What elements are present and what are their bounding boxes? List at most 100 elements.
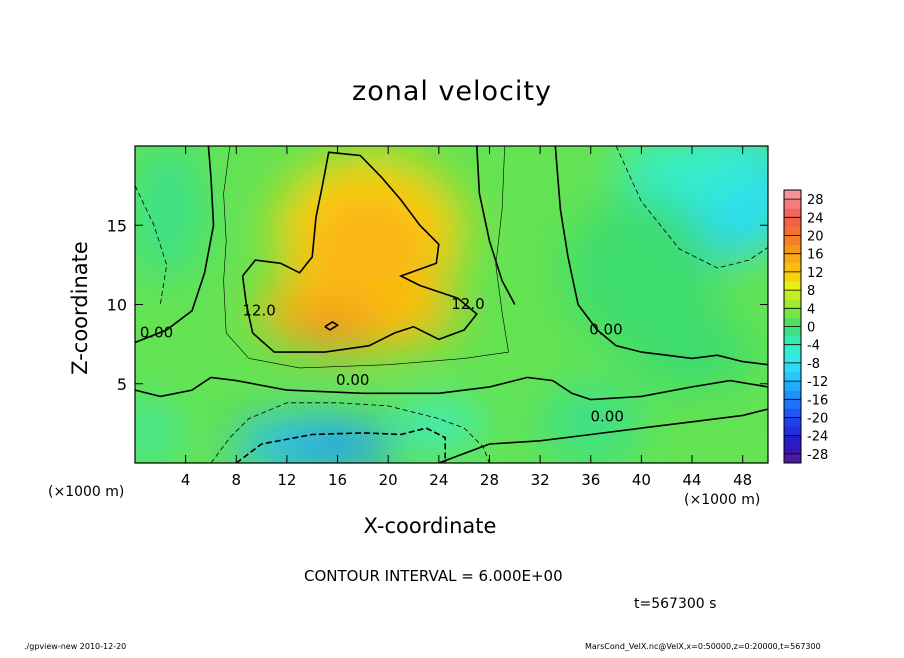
y-tick-label: 10 bbox=[107, 296, 127, 315]
colorbar-tick-label: 8 bbox=[807, 284, 815, 299]
colorbar-segment bbox=[784, 444, 801, 455]
colorbar-tick-label: -4 bbox=[807, 339, 820, 354]
x-tick-label: 48 bbox=[733, 471, 752, 489]
chart-title: zonal velocity bbox=[352, 76, 552, 107]
x-tick-label: 12 bbox=[277, 471, 296, 489]
colorbar-segment bbox=[784, 235, 801, 246]
contour-line-0 bbox=[438, 408, 768, 463]
colorbar-segment bbox=[784, 399, 801, 409]
x-tick-label: 36 bbox=[581, 471, 600, 489]
colorbar-segment bbox=[784, 372, 801, 382]
x-unit-label-left: (×1000 m) bbox=[48, 484, 125, 500]
colorbar-segment bbox=[784, 353, 801, 364]
contour-line-negative bbox=[135, 185, 168, 305]
colorbar-tick-label: 16 bbox=[807, 248, 824, 263]
field-blob bbox=[394, 405, 484, 444]
colorbar: 28 24 20 16 12 8 4 0 -4 -8 -12 -16 -20 -24 -28 bbox=[783, 189, 828, 464]
contour-label: 12.0 bbox=[451, 295, 484, 313]
x-tick-label: 40 bbox=[632, 471, 651, 489]
x-tick-label: 32 bbox=[531, 471, 550, 489]
colorbar-tick-label: -20 bbox=[807, 412, 828, 427]
contour-line-0 bbox=[554, 146, 768, 366]
contour-interval-note: CONTOUR INTERVAL = 6.000E+00 bbox=[304, 567, 563, 585]
x-tick-label: 4 bbox=[181, 471, 191, 489]
colorbar-segment bbox=[784, 308, 801, 318]
colorbar-segment bbox=[784, 253, 801, 264]
contour-label: 0.00 bbox=[140, 324, 173, 342]
colorbar-segment bbox=[784, 262, 801, 273]
colorbar-segment bbox=[784, 217, 801, 227]
x-tick-label: 8 bbox=[232, 471, 242, 489]
contour-line-12 bbox=[324, 320, 340, 331]
y-axis-label: Z-coordinate bbox=[68, 241, 92, 375]
y-tick-label: 15 bbox=[107, 216, 127, 235]
contour-line-0 bbox=[135, 146, 215, 344]
field-blob bbox=[540, 383, 642, 463]
colorbar-segment bbox=[784, 381, 801, 391]
colorbar-tick-label: -28 bbox=[807, 448, 828, 463]
x-tick-label: 20 bbox=[379, 471, 398, 489]
contour-line-negative bbox=[615, 146, 768, 269]
footer-right: MarsCond_VelX.nc@VelX,x=0:50000,z=0:2000… bbox=[585, 642, 821, 651]
field-blob bbox=[565, 193, 718, 353]
contour-line-minus12 bbox=[235, 427, 446, 463]
field-blob bbox=[628, 312, 756, 392]
contour-label: 0.00 bbox=[336, 371, 369, 389]
contour-label: 12.0 bbox=[242, 301, 275, 319]
field-blob bbox=[293, 434, 395, 463]
colorbar-segment bbox=[784, 317, 801, 327]
x-axis-label: X-coordinate bbox=[363, 514, 497, 538]
colorbar-segment bbox=[784, 326, 801, 337]
field-blob bbox=[616, 146, 768, 202]
colorbar-tick-label: -8 bbox=[807, 357, 820, 372]
colorbar-segment bbox=[784, 271, 801, 282]
field-blob bbox=[135, 399, 180, 463]
colorbar-segment bbox=[784, 344, 801, 355]
colorbar-segment bbox=[784, 299, 801, 309]
velocity-field: 12.0 12.0 0.00 0.00 0.00 0.00 bbox=[135, 146, 768, 463]
colorbar-tick-label: 28 bbox=[807, 193, 824, 208]
colorbar-segment bbox=[784, 390, 801, 400]
colorbar-segment bbox=[784, 417, 801, 428]
x-tick-label: 16 bbox=[328, 471, 347, 489]
colorbar-segment bbox=[784, 226, 801, 236]
colorbar-segment bbox=[784, 199, 801, 209]
colorbar-segment bbox=[784, 244, 801, 255]
field-blob bbox=[135, 146, 205, 281]
x-tick-label: 24 bbox=[429, 471, 448, 489]
colorbar-segment bbox=[784, 335, 801, 346]
colorbar-segment bbox=[784, 208, 801, 218]
footer-left: ./gpview-new 2010-12-20 bbox=[24, 642, 127, 651]
x-tick-label: 44 bbox=[682, 471, 701, 489]
colorbar-tick-label: -24 bbox=[807, 430, 828, 445]
colorbar-segment bbox=[784, 408, 801, 418]
time-label: t=567300 s bbox=[634, 596, 717, 612]
plot-area: 12.0 12.0 0.00 0.00 0.00 0.00 bbox=[135, 146, 768, 463]
contour-label: 0.00 bbox=[591, 408, 624, 426]
colorbar-segment bbox=[784, 453, 801, 464]
colorbar-segment bbox=[784, 281, 801, 291]
colorbar-segment bbox=[784, 435, 801, 446]
contour-line-0 bbox=[135, 376, 768, 401]
colorbar-tick-label: 0 bbox=[807, 321, 815, 336]
colorbar-tick-label: 4 bbox=[807, 302, 815, 317]
y-tick-label: 5 bbox=[117, 375, 127, 394]
contour-line-6 bbox=[223, 146, 509, 369]
contour-lines bbox=[135, 146, 768, 463]
colorbar-tick-label: -16 bbox=[807, 393, 828, 408]
colorbar-tick-label: 20 bbox=[807, 230, 824, 245]
x-tick-label: 28 bbox=[480, 471, 499, 489]
contour-line-12 bbox=[241, 151, 478, 353]
contour-label: 0.00 bbox=[589, 320, 622, 338]
colorbar-segment bbox=[784, 426, 801, 437]
colorbar-segment bbox=[784, 190, 801, 200]
contour-line-0 bbox=[476, 146, 516, 305]
colorbar-segment bbox=[784, 290, 801, 300]
colorbar-tick-label: 12 bbox=[807, 266, 824, 281]
colorbar-tick-label: 24 bbox=[807, 211, 824, 226]
colorbar-segment bbox=[784, 362, 801, 373]
field-shading bbox=[135, 146, 768, 463]
